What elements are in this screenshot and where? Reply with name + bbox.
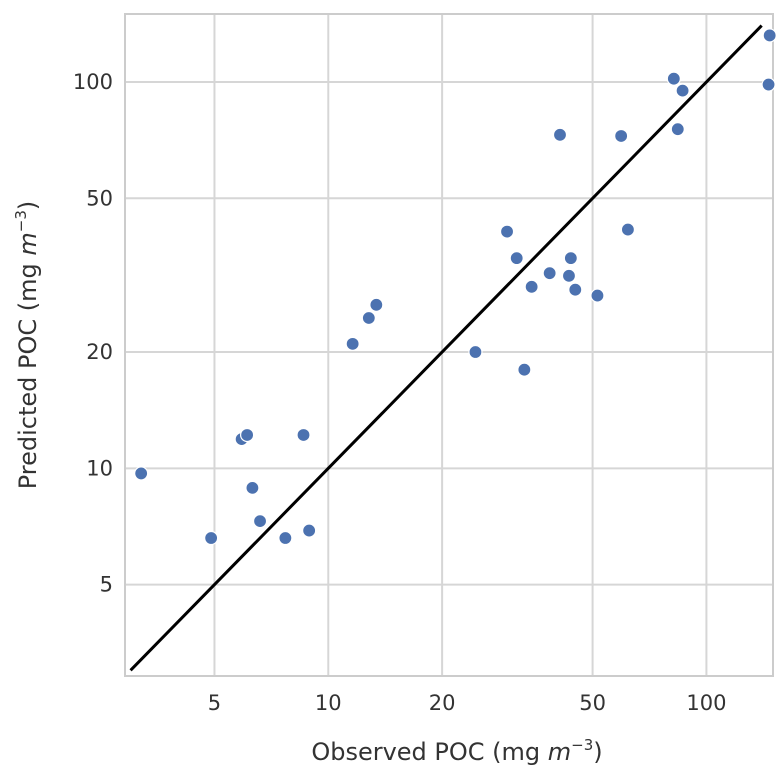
data-point	[552, 127, 568, 142]
data-point	[240, 427, 255, 443]
data-point	[369, 297, 384, 312]
x-tick-label: 10	[315, 691, 342, 715]
data-point	[568, 282, 583, 297]
x-tick-label: 5	[208, 691, 221, 715]
one-to-one-line	[129, 24, 763, 672]
data-point	[590, 288, 605, 303]
x-tick-label: 20	[429, 691, 456, 715]
data-point	[345, 336, 360, 351]
data-point	[666, 71, 681, 86]
data-point	[296, 427, 311, 443]
data-point	[361, 310, 376, 326]
data-point	[614, 128, 629, 144]
data-points	[134, 28, 777, 546]
data-point	[762, 28, 777, 43]
y-tick-label: 20	[86, 340, 113, 364]
data-point	[509, 251, 524, 266]
y-axis-title: Predicted POC (mg m−3)	[12, 201, 42, 490]
data-point	[620, 222, 636, 237]
x-axis-title: Observed POC (mg m−3)	[311, 736, 602, 765]
x-tick-label: 50	[579, 691, 606, 715]
data-point	[245, 480, 260, 495]
data-point	[468, 344, 483, 360]
x-tick-labels: 5 10 20 50 100	[208, 691, 727, 715]
data-point	[761, 77, 776, 92]
plot-area	[124, 13, 774, 677]
data-point	[542, 266, 557, 281]
data-point	[252, 514, 268, 529]
data-point	[278, 530, 293, 546]
x-tick-label: 100	[686, 691, 726, 715]
data-point	[499, 224, 515, 239]
grid-y	[125, 81, 773, 586]
data-point	[670, 122, 685, 137]
y-tick-labels: 5 10 20 50 100	[73, 70, 113, 597]
grid-x	[213, 14, 708, 676]
data-point	[561, 268, 577, 283]
y-tick-label: 100	[73, 70, 113, 94]
y-tick-label: 10	[86, 456, 113, 480]
data-point	[204, 530, 219, 546]
y-tick-label: 5	[100, 573, 113, 597]
data-point	[675, 83, 690, 98]
data-point	[524, 279, 539, 294]
y-tick-label: 50	[86, 186, 113, 210]
data-point	[134, 466, 149, 481]
data-point	[563, 251, 578, 266]
data-point	[302, 523, 317, 538]
data-point	[517, 362, 532, 377]
